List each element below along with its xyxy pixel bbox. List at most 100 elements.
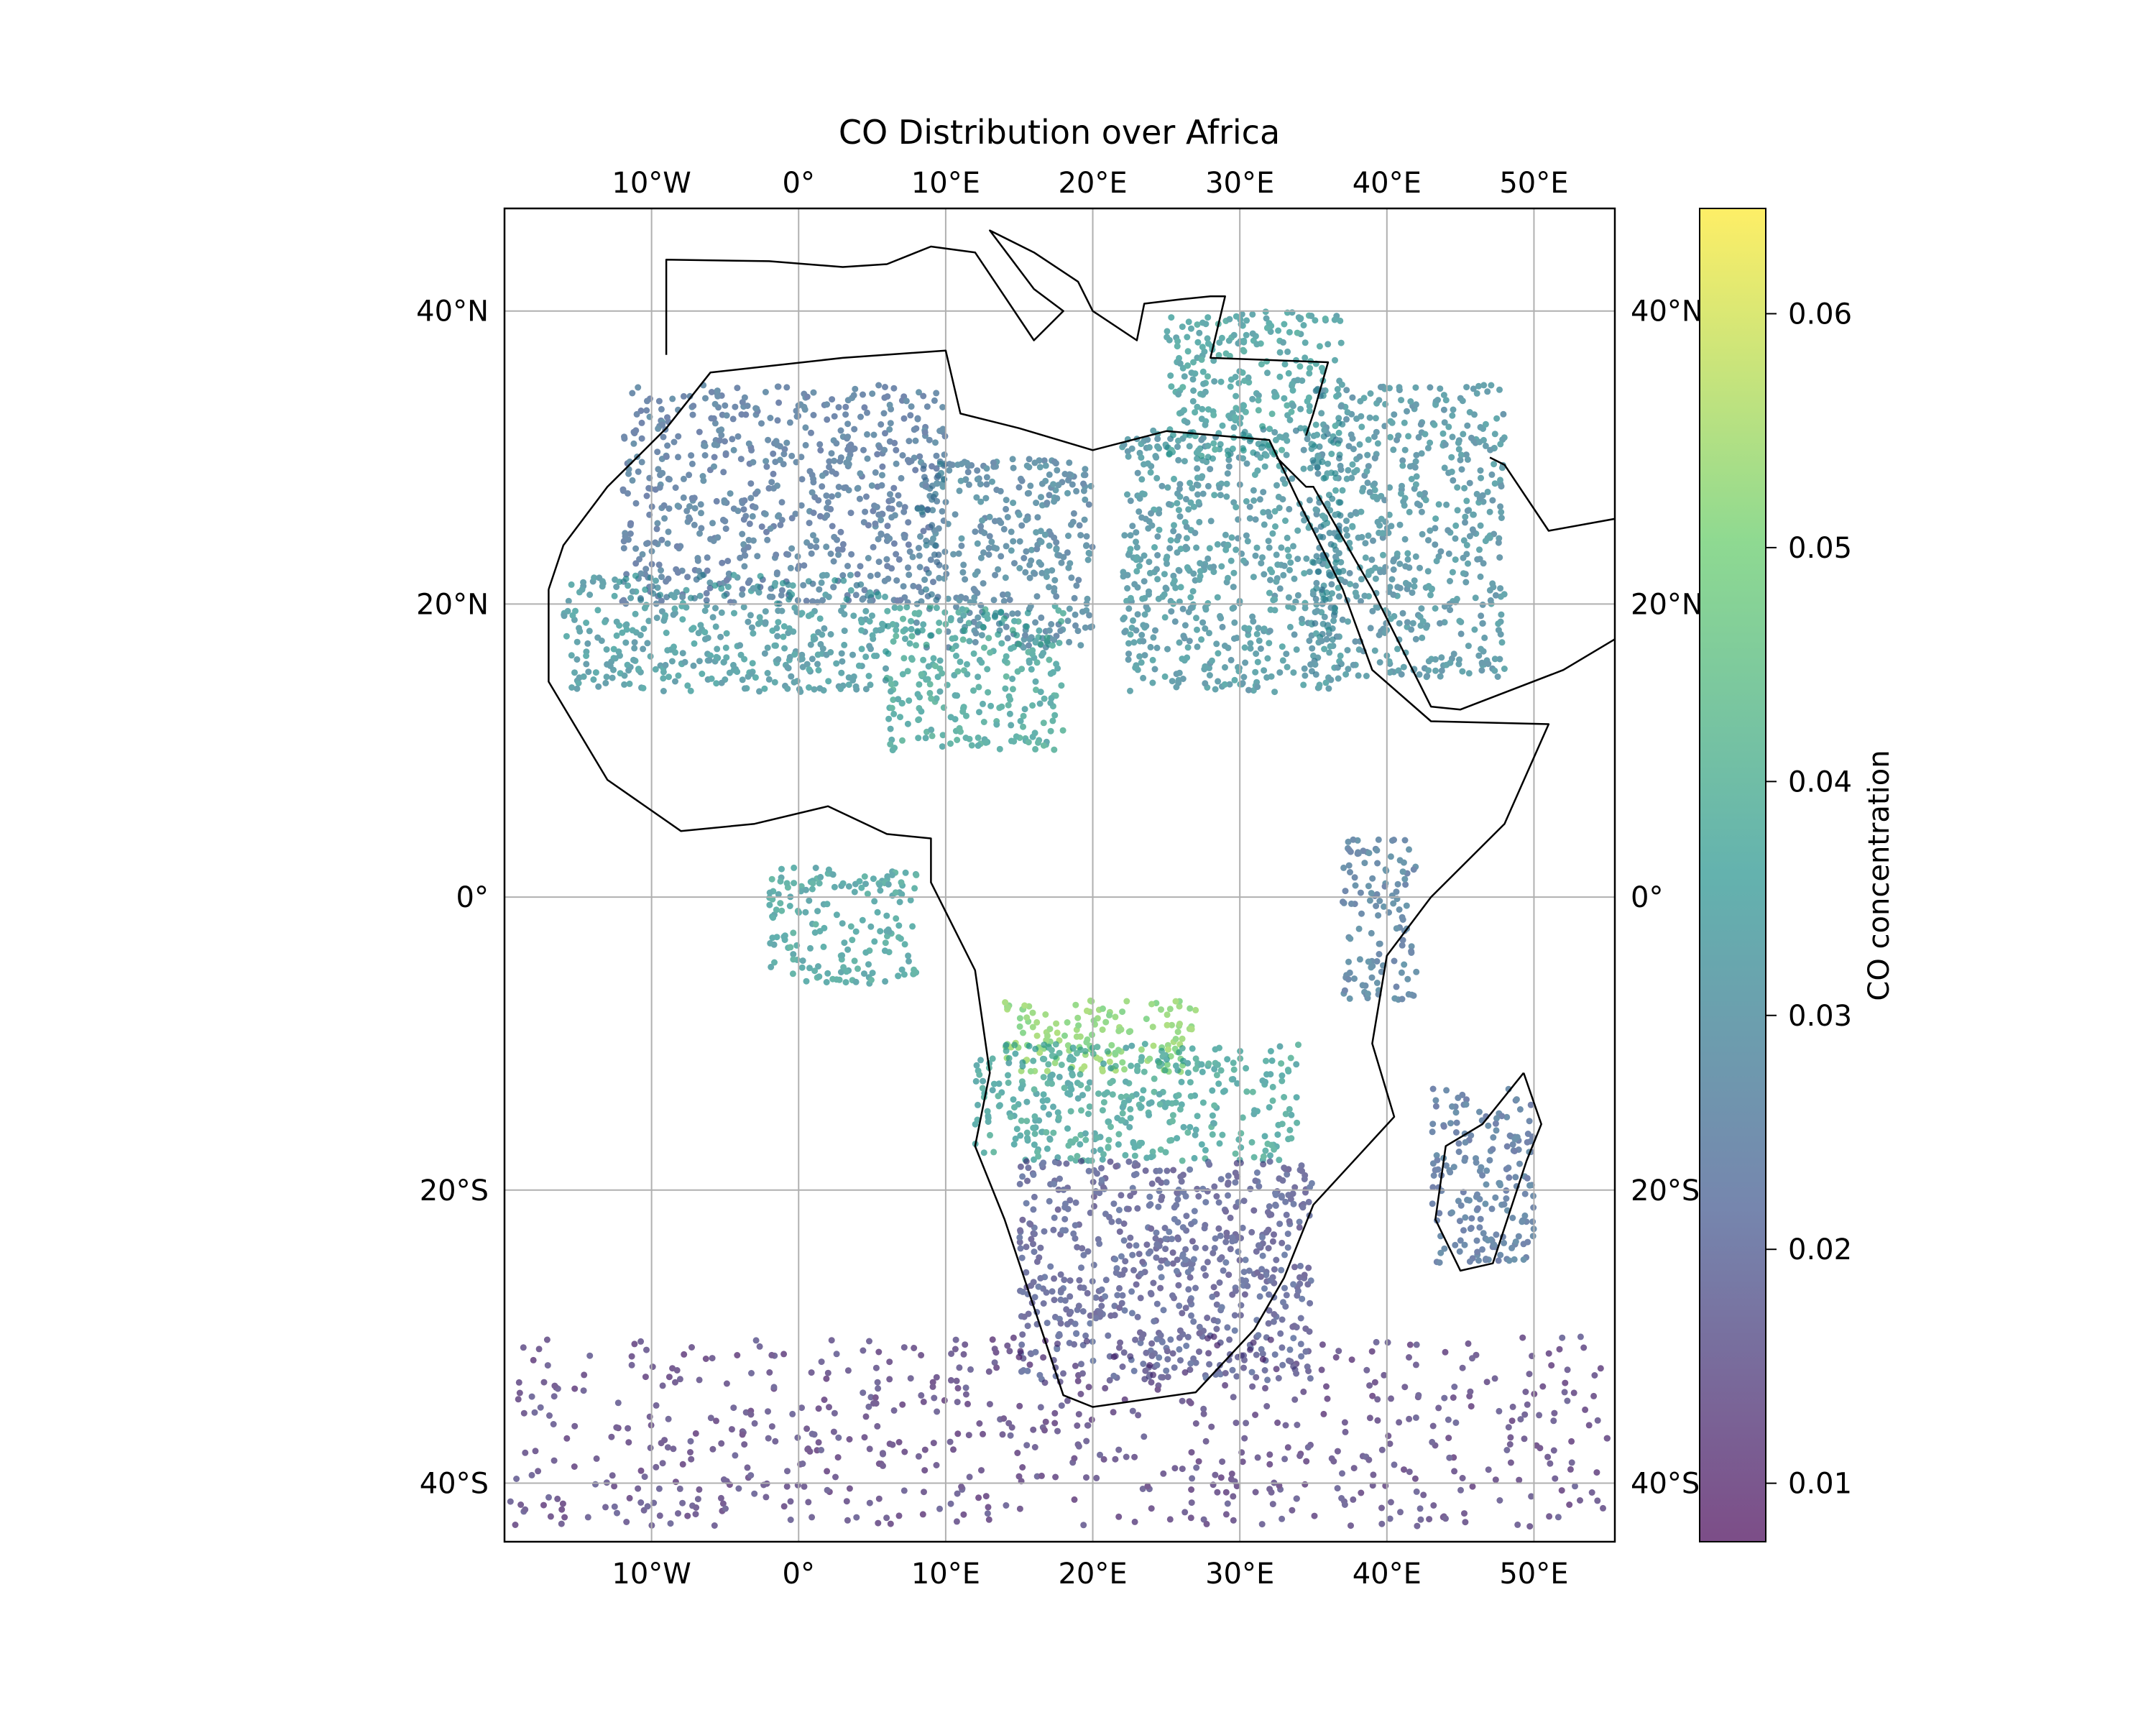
co-point — [1158, 482, 1166, 489]
co-point — [757, 573, 764, 580]
co-point — [790, 929, 797, 937]
co-point — [990, 459, 997, 466]
co-point — [893, 632, 900, 640]
co-point — [1085, 1110, 1092, 1118]
co-point — [1085, 549, 1092, 556]
co-point — [1188, 1220, 1194, 1228]
co-point — [1043, 1128, 1050, 1136]
co-point — [1066, 459, 1073, 466]
co-point — [1460, 1227, 1467, 1234]
co-point — [1003, 543, 1010, 550]
co-point — [1289, 475, 1296, 482]
co-point — [1037, 1244, 1044, 1251]
co-point — [1025, 739, 1032, 746]
co-point — [884, 393, 891, 400]
co-point — [1452, 1129, 1460, 1136]
co-point — [843, 968, 850, 975]
co-point — [1286, 416, 1294, 423]
co-point — [1442, 397, 1450, 404]
co-point — [1041, 531, 1049, 538]
co-point — [1210, 357, 1217, 364]
co-point — [1294, 1292, 1301, 1299]
co-point — [1140, 674, 1147, 681]
co-point — [1441, 1245, 1448, 1252]
co-point — [906, 548, 913, 555]
co-point — [1076, 1276, 1083, 1284]
co-point — [1325, 341, 1332, 348]
co-point — [781, 645, 788, 652]
co-point — [1441, 464, 1448, 472]
co-point — [1309, 645, 1316, 652]
co-point — [748, 624, 755, 631]
co-point — [1225, 337, 1233, 344]
co-point — [805, 612, 812, 620]
co-point — [847, 586, 854, 594]
co-point — [1261, 1133, 1268, 1140]
co-point — [879, 463, 886, 470]
co-point — [1262, 1384, 1268, 1392]
co-point — [1056, 1049, 1063, 1057]
co-point — [956, 487, 963, 494]
co-point — [1199, 405, 1206, 413]
co-point — [658, 536, 665, 543]
co-point — [837, 686, 844, 692]
co-point — [1404, 619, 1411, 626]
co-point — [1161, 1067, 1169, 1074]
co-point — [1457, 1202, 1465, 1209]
co-point — [1290, 669, 1297, 676]
co-point — [1267, 1276, 1274, 1284]
co-point — [1157, 1284, 1164, 1292]
co-point — [1470, 511, 1477, 518]
co-point — [1023, 623, 1031, 630]
co-point — [1314, 654, 1322, 661]
co-point — [1478, 667, 1485, 674]
co-point — [1324, 502, 1331, 509]
co-point — [1194, 1113, 1201, 1120]
co-point — [1127, 594, 1134, 602]
co-point — [1064, 1019, 1071, 1026]
co-point — [916, 564, 923, 571]
co-point — [819, 483, 826, 490]
co-point — [1266, 1104, 1273, 1111]
co-point — [1141, 1041, 1148, 1047]
co-point — [1046, 656, 1053, 663]
co-point — [827, 631, 834, 638]
co-point — [1372, 575, 1379, 582]
co-point — [1046, 1197, 1053, 1205]
co-point — [960, 612, 967, 619]
co-point — [1206, 1161, 1213, 1168]
co-point — [1174, 1067, 1181, 1074]
co-point — [1005, 1072, 1011, 1079]
co-point — [1289, 402, 1296, 409]
co-point — [1202, 663, 1209, 670]
co-point — [737, 651, 745, 658]
co-point — [739, 586, 746, 593]
co-point — [1418, 605, 1425, 612]
co-point — [1073, 1033, 1080, 1040]
co-point — [788, 673, 795, 680]
co-point — [629, 390, 636, 397]
co-point — [704, 554, 711, 561]
co-point — [1324, 520, 1331, 527]
co-point — [1358, 910, 1365, 917]
co-point — [1216, 1279, 1223, 1286]
co-point — [631, 645, 638, 652]
co-point — [1406, 1468, 1413, 1476]
co-point — [621, 681, 628, 688]
co-point — [1041, 1041, 1048, 1049]
co-point — [1459, 397, 1466, 405]
co-point — [1042, 1011, 1049, 1018]
co-point — [1102, 1018, 1110, 1026]
co-point — [1400, 663, 1407, 671]
co-point — [1023, 1158, 1030, 1165]
co-point — [1501, 1201, 1508, 1208]
co-point — [1281, 361, 1289, 368]
co-point — [1037, 1274, 1044, 1282]
co-point — [1212, 1235, 1219, 1242]
co-point — [972, 630, 980, 637]
co-point — [1493, 1115, 1500, 1122]
co-point — [658, 574, 665, 581]
co-point — [883, 665, 889, 672]
co-point — [1080, 1284, 1087, 1292]
co-point — [1149, 1148, 1156, 1155]
